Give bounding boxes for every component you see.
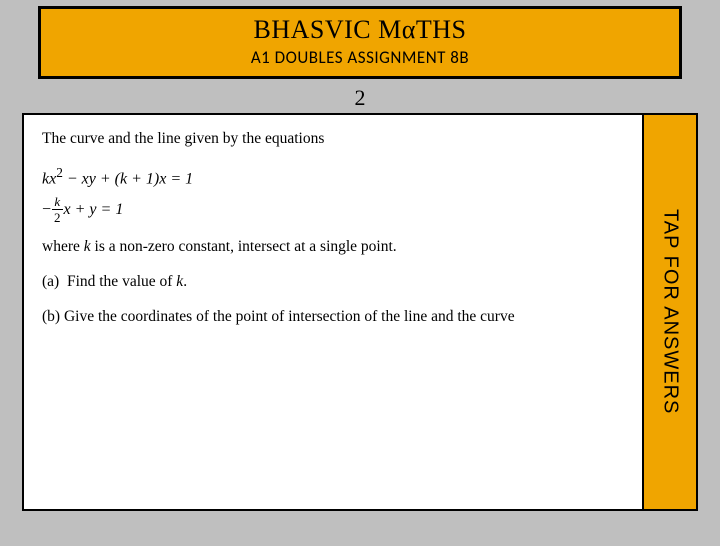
eq2-minus: − [42,201,51,218]
eq1-kx: kx [42,170,56,187]
header-banner: BHASVIC MαTHS A1 DOUBLES ASSIGNMENT 8B [38,6,682,79]
assignment-subtitle: A1 DOUBLES ASSIGNMENT 8B [41,47,679,68]
page-title: BHASVIC MαTHS [41,15,679,45]
eq2-rest: x + y = 1 [64,201,124,218]
equations-block: kx2 − xy + (k + 1)x = 1 −k2x + y = 1 [42,164,622,225]
eq2-fraction: k2 [52,195,63,224]
question-body: The curve and the line given by the equa… [22,113,698,511]
equation-1: kx2 − xy + (k + 1)x = 1 [42,164,622,190]
tap-for-answers-button[interactable]: TAP FOR ANSWERS [642,115,696,509]
part-b: (b) Give the coordinates of the point of… [42,307,622,328]
eq2-num: k [52,195,63,210]
eq2-den: 2 [52,210,63,224]
question-number: 2 [0,79,720,113]
intro-text: The curve and the line given by the equa… [42,129,622,150]
eq1-exp: 2 [56,165,63,180]
eq1-rest: − xy + (k + 1)x = 1 [63,170,193,187]
equation-2: −k2x + y = 1 [42,196,622,225]
question-content: The curve and the line given by the equa… [24,115,642,509]
answers-tab-label: TAP FOR ANSWERS [659,209,682,414]
where-text: where k is a non-zero constant, intersec… [42,237,622,258]
part-a: (a) Find the value of k. [42,272,622,293]
